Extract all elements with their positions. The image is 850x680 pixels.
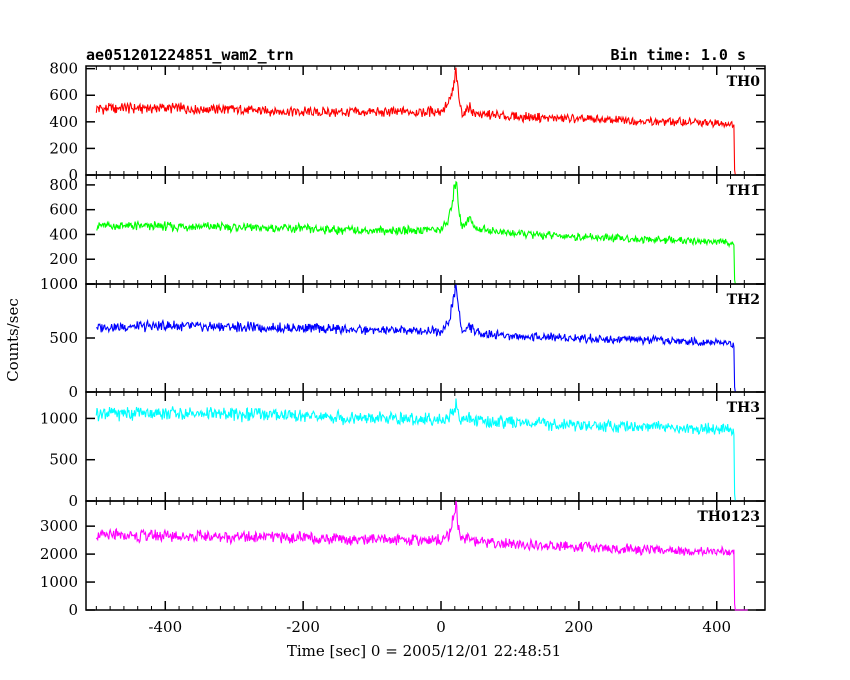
y-tick-label: 400: [49, 225, 78, 243]
series-line-th3: [95, 398, 748, 502]
y-tick-label: 0: [68, 166, 78, 184]
x-tick-label: -400: [148, 618, 182, 636]
panel-label-th1: TH1: [727, 183, 760, 199]
panel-label-th0: TH0: [727, 74, 761, 90]
panel-label-th2: TH2: [727, 292, 760, 308]
y-tick-label: 1000: [40, 573, 78, 591]
series-line-th1: [96, 180, 748, 285]
y-tick-label: 400: [49, 113, 78, 131]
panel-frame-th2: [85, 283, 766, 393]
y-tick-label: 0: [68, 275, 78, 293]
y-tick-label: 0: [68, 383, 78, 401]
y-tick-label: 600: [49, 201, 78, 219]
y-tick-label: 2000: [40, 545, 78, 563]
panels-group: 0 200 400 600 800 TH0 0 200 400 600 800 TH1 0 500 1000…: [40, 60, 766, 636]
series-line-th0: [95, 67, 748, 176]
panel-label-th0123: TH0123: [697, 509, 760, 525]
y-tick-label: 200: [49, 250, 78, 268]
panel-frame-th3: [85, 391, 766, 502]
chart-title: ae051201224851_wam2_trn: [86, 46, 294, 64]
y-tick-label: 500: [49, 451, 78, 469]
y-tick-label: 0: [68, 601, 78, 619]
y-tick-label: 200: [49, 139, 78, 157]
x-tick-label: 0: [436, 618, 446, 636]
y-tick-label: 1000: [40, 275, 78, 293]
y-tick-label: 500: [49, 329, 78, 347]
y-tick-label: 1000: [40, 409, 78, 427]
y-tick-label: 800: [49, 60, 78, 78]
series-line-th0123: [95, 500, 748, 611]
panel-frame-th0123: [85, 500, 766, 611]
bin-time-label: Bin time: 1.0 s: [611, 46, 746, 64]
y-tick-label: 600: [49, 86, 78, 104]
y-tick-label: 0: [68, 492, 78, 510]
panel-label-th3: TH3: [727, 400, 760, 416]
y-tick-label: 800: [49, 176, 78, 194]
x-axis-label: Time [sec] 0 = 2005/12/01 22:48:51: [287, 642, 561, 660]
x-tick-label: 400: [702, 618, 731, 636]
y-tick-label: 3000: [40, 517, 78, 535]
x-tick-label: -200: [286, 618, 320, 636]
series-line-th2: [96, 284, 748, 393]
x-tick-label: 200: [565, 618, 594, 636]
y-axis-label: Counts/sec: [4, 298, 22, 382]
